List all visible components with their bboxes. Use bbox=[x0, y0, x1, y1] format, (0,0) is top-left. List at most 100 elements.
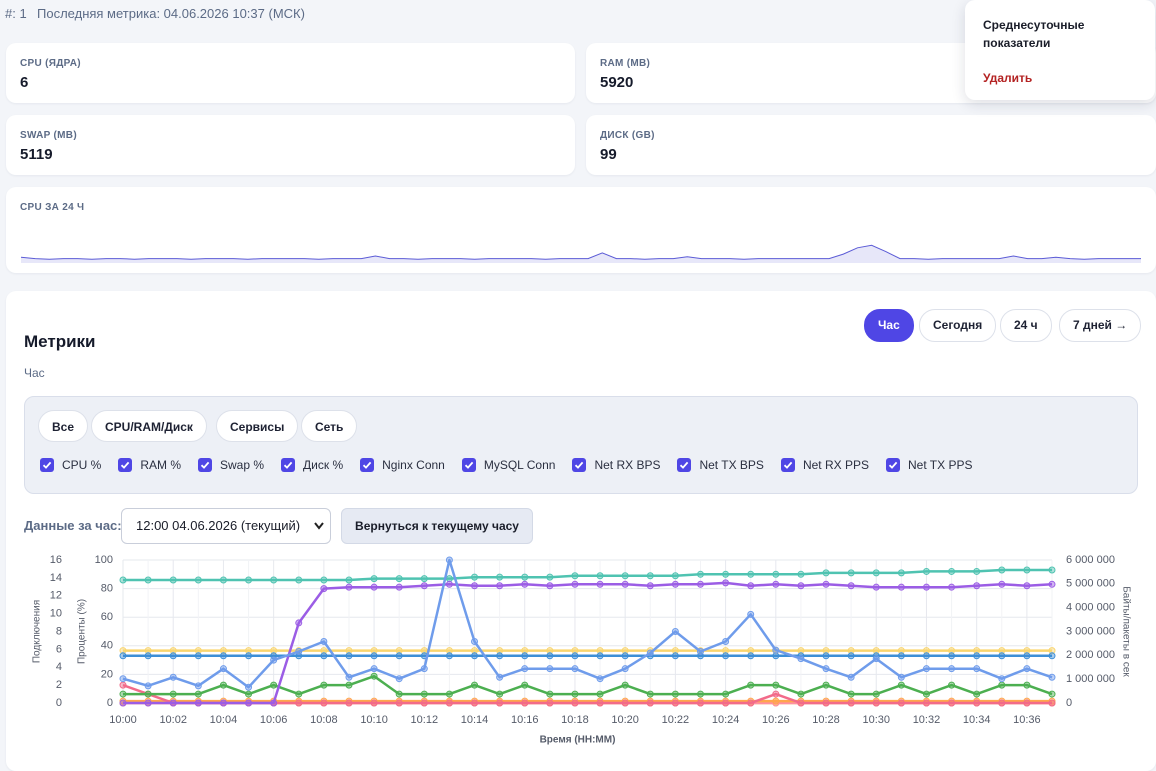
data-point bbox=[998, 647, 1006, 655]
checkbox[interactable] bbox=[572, 458, 587, 472]
x-tick-label: 10:22 bbox=[662, 714, 690, 726]
x-tick-label: 10:14 bbox=[461, 714, 489, 726]
data-point bbox=[521, 681, 529, 689]
data-point bbox=[471, 647, 479, 655]
checkbox[interactable] bbox=[198, 458, 213, 472]
series-toggle[interactable]: Swap % bbox=[198, 458, 264, 472]
data-point bbox=[395, 675, 403, 683]
back-button[interactable]: Вернуться к текущему часу bbox=[341, 508, 533, 544]
data-point bbox=[671, 690, 679, 698]
data-point bbox=[521, 699, 529, 707]
data-point bbox=[872, 690, 880, 698]
data-point bbox=[1048, 673, 1056, 681]
data-point bbox=[772, 690, 780, 698]
series-toggle[interactable]: Net TX PPS bbox=[885, 458, 973, 472]
checkbox[interactable] bbox=[780, 458, 795, 472]
x-tick-label: 10:12 bbox=[411, 714, 439, 726]
data-point bbox=[998, 652, 1006, 660]
data-point bbox=[471, 582, 479, 590]
data-point bbox=[671, 647, 679, 655]
checkbox[interactable] bbox=[885, 458, 900, 472]
x-tick-label: 10:26 bbox=[762, 714, 790, 726]
series-line bbox=[122, 683, 1052, 705]
legend-label: Net TX PPS bbox=[907, 458, 973, 472]
checkbox[interactable] bbox=[360, 458, 375, 472]
range-button[interactable]: 24 ч bbox=[1000, 309, 1052, 342]
data-point bbox=[596, 690, 604, 698]
data-point bbox=[219, 681, 227, 689]
x-tick-label: 10:00 bbox=[109, 714, 137, 726]
data-point bbox=[797, 655, 805, 663]
series-toggle[interactable]: Диск % bbox=[281, 458, 343, 472]
series-line bbox=[123, 568, 1052, 582]
data-point bbox=[370, 665, 378, 673]
sparkline-area bbox=[21, 245, 1141, 263]
filter-button[interactable]: Сервисы bbox=[216, 410, 299, 442]
period-select[interactable]: 12:00 04.06.2026 (текущий) bbox=[121, 508, 331, 544]
data-point bbox=[621, 665, 629, 673]
data-point bbox=[973, 690, 981, 698]
data-point bbox=[1023, 665, 1031, 673]
data-point bbox=[772, 570, 780, 578]
data-point bbox=[948, 681, 956, 689]
series-toggle[interactable]: RAM % bbox=[118, 458, 181, 472]
data-point bbox=[546, 665, 554, 673]
data-point bbox=[345, 673, 353, 681]
range-button[interactable]: 7 дней → bbox=[1059, 309, 1142, 342]
data-point bbox=[219, 699, 227, 707]
series-toggle[interactable]: Net RX BPS bbox=[572, 458, 660, 472]
data-point bbox=[722, 647, 730, 655]
data-point bbox=[144, 652, 152, 660]
data-point bbox=[571, 647, 579, 655]
series-toggle[interactable]: Nginx Conn bbox=[360, 458, 445, 472]
data-point bbox=[822, 569, 830, 577]
checkbox[interactable] bbox=[118, 458, 133, 472]
data-point bbox=[169, 652, 177, 660]
series-toggle[interactable]: CPU % bbox=[40, 458, 101, 472]
data-point bbox=[847, 699, 855, 707]
checkbox[interactable] bbox=[677, 458, 692, 472]
data-point bbox=[420, 665, 428, 673]
filter-button[interactable]: Все bbox=[38, 410, 89, 442]
x-tick-label: 10:18 bbox=[561, 714, 589, 726]
data-point bbox=[847, 690, 855, 698]
data-point bbox=[521, 580, 529, 588]
data-point bbox=[897, 569, 905, 577]
series-toggle[interactable]: Net RX PPS bbox=[780, 458, 869, 472]
data-point bbox=[621, 652, 629, 660]
data-point bbox=[345, 652, 353, 660]
checkbox[interactable] bbox=[281, 458, 296, 472]
data-point bbox=[973, 652, 981, 660]
data-point bbox=[546, 573, 554, 581]
range-button[interactable]: Час bbox=[864, 309, 914, 342]
legend-label: Nginx Conn bbox=[382, 458, 445, 472]
check-icon bbox=[200, 461, 210, 469]
filter-button[interactable]: CPU/RAM/Диск bbox=[91, 410, 207, 442]
data-point bbox=[948, 699, 956, 707]
y3-tick-label: 0 bbox=[56, 697, 62, 709]
data-point bbox=[445, 699, 453, 707]
data-point bbox=[671, 699, 679, 707]
data-point bbox=[295, 619, 303, 627]
filter-button[interactable]: Сеть bbox=[301, 410, 358, 442]
checkbox[interactable] bbox=[40, 458, 54, 472]
data-point bbox=[948, 567, 956, 575]
data-point bbox=[822, 652, 830, 660]
checkbox[interactable] bbox=[461, 458, 476, 472]
metrics-title: Метрики bbox=[24, 332, 96, 351]
data-point bbox=[270, 681, 278, 689]
menu-item-delete[interactable]: Удалить bbox=[983, 71, 1033, 85]
range-button[interactable]: Сегодня bbox=[919, 309, 997, 342]
data-point bbox=[119, 675, 127, 683]
menu-item[interactable]: Среднесуточные показатели bbox=[983, 18, 1085, 50]
y2-axis-title: Байты/пакеты в сек bbox=[1120, 586, 1131, 677]
data-point bbox=[671, 572, 679, 580]
data-point bbox=[722, 699, 730, 707]
data-point bbox=[119, 576, 127, 584]
series-toggle[interactable]: Net TX BPS bbox=[677, 458, 764, 472]
y3-tick-label: 10 bbox=[50, 608, 62, 620]
series-toggle[interactable]: MySQL Conn bbox=[461, 458, 555, 472]
data-point bbox=[722, 570, 730, 578]
stat-value: 6 bbox=[20, 74, 29, 91]
data-point bbox=[646, 649, 654, 657]
